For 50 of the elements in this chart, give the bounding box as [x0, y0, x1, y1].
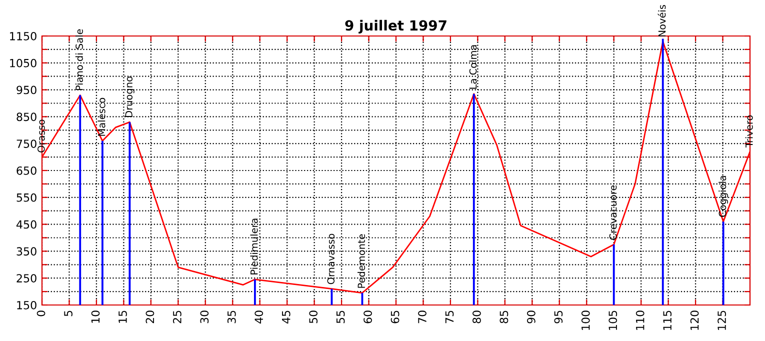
- x-tick-label: 10: [91, 310, 100, 323]
- x-tick-label: 55: [336, 310, 345, 324]
- x-tick-label: 15: [118, 310, 127, 323]
- x-tick-label: 80: [472, 310, 481, 324]
- x-tick-label: 65: [390, 310, 400, 324]
- y-tick-label: 1050: [10, 58, 36, 68]
- annotation: Ornavasso: [327, 234, 335, 284]
- x-tick-label: 25: [172, 310, 182, 324]
- x-tick-label: 70: [418, 310, 426, 324]
- x-tick-label: 45: [282, 310, 290, 324]
- y-tick-label: 850: [16, 112, 36, 122]
- x-tick-label: 115: [663, 310, 672, 330]
- x-tick-label: 95: [554, 310, 563, 324]
- annotation: Novéis: [658, 4, 666, 36]
- annotation: Malesco: [98, 98, 106, 136]
- annotation: Crevacuore: [609, 185, 617, 240]
- x-tick-label: 125: [718, 310, 726, 330]
- annotation: La Colma: [469, 45, 477, 89]
- annotation: Coggiola: [718, 176, 728, 217]
- x-tick-label: 35: [227, 310, 236, 324]
- x-tick-label: 20: [146, 310, 154, 324]
- x-tick-label: 75: [445, 310, 454, 324]
- x-tick-label: 85: [500, 310, 508, 324]
- x-tick-label: 100: [581, 310, 590, 330]
- y-tick-label: 650: [16, 166, 36, 175]
- y-tick-label: 1150: [10, 32, 36, 40]
- x-tick-label: 0: [36, 310, 46, 316]
- x-tick-label: 60: [364, 310, 372, 324]
- y-tick-label: 550: [16, 193, 36, 202]
- y-tick-label: 450: [16, 220, 36, 229]
- y-tick-label: 950: [16, 86, 36, 94]
- annotation: Piano di Sale: [75, 29, 83, 90]
- y-tick-label: 350: [16, 247, 36, 256]
- y-tick-label: 250: [16, 274, 36, 282]
- x-tick-label: 90: [526, 310, 536, 324]
- annotation: Orasso: [37, 120, 45, 152]
- x-tick-label: 50: [309, 310, 318, 324]
- x-tick-label: 105: [608, 310, 618, 330]
- chart-title: 9 juillet 1997: [345, 20, 446, 34]
- x-tick-label: 30: [200, 310, 209, 324]
- x-tick-label: 40: [254, 310, 264, 324]
- annotation: Druogno: [125, 76, 134, 117]
- annotation: Pedemonte: [358, 234, 366, 288]
- x-tick-label: 120: [690, 310, 699, 330]
- annotation: Trivero: [745, 115, 753, 148]
- x-tick-label: 110: [636, 310, 644, 330]
- y-tick-label: 750: [16, 140, 36, 148]
- annotation: Piedimulera: [250, 218, 258, 274]
- y-tick-label: 150: [17, 300, 36, 310]
- x-tick-label: 5: [64, 310, 72, 316]
